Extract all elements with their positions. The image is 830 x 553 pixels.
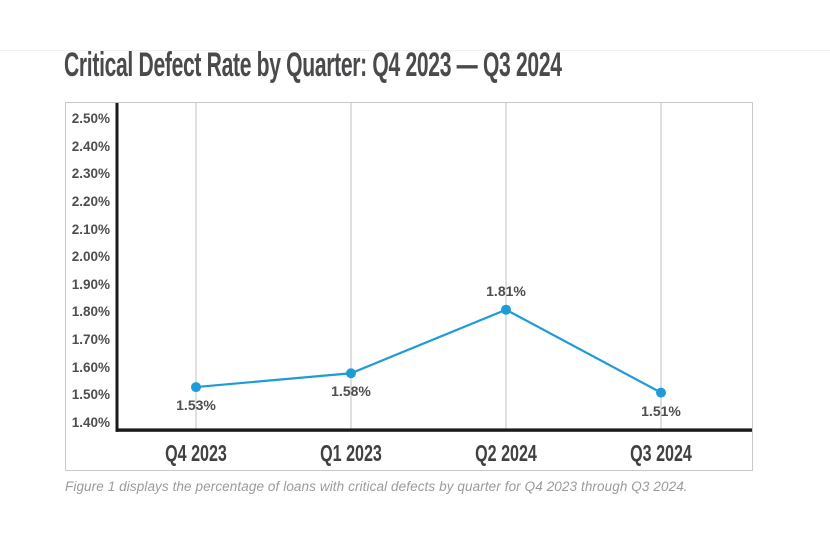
data-point-marker bbox=[501, 304, 511, 315]
data-point-label: 1.51% bbox=[641, 402, 681, 419]
y-tick-label: 1.40% bbox=[71, 415, 110, 430]
y-tick-label: 1.80% bbox=[71, 304, 110, 320]
data-point-marker bbox=[346, 368, 356, 379]
section-divider bbox=[0, 50, 830, 51]
y-tick-label: 2.30% bbox=[71, 166, 110, 182]
x-tick-label: Q2 2024 bbox=[475, 440, 537, 466]
data-point-label: 1.81% bbox=[486, 282, 526, 299]
y-tick-label: 1.60% bbox=[71, 359, 110, 375]
data-point-marker bbox=[191, 382, 201, 393]
y-tick-label: 2.40% bbox=[71, 138, 110, 154]
data-point-marker bbox=[656, 387, 666, 398]
y-tick-label: 2.50% bbox=[71, 111, 110, 126]
figure-caption: Figure 1 displays the percentage of loan… bbox=[65, 479, 688, 494]
line-chart-plot bbox=[115, 103, 752, 432]
x-tick-label: Q3 2024 bbox=[630, 440, 692, 466]
chart-title: Critical Defect Rate by Quarter: Q4 2023… bbox=[64, 46, 562, 84]
data-point-label: 1.58% bbox=[331, 383, 371, 400]
chart-container: 2.50% 2.40% 2.30% 2.20% 2.10% 2.00% 1.90% 1.80%… bbox=[65, 102, 753, 471]
y-axis-line bbox=[115, 103, 119, 432]
x-axis-line bbox=[115, 428, 752, 432]
x-tick-label: Q4 2023 bbox=[165, 440, 227, 466]
data-point-label: 1.53% bbox=[176, 397, 216, 414]
x-tick-label: Q1 2023 bbox=[320, 440, 382, 466]
y-tick-label: 1.50% bbox=[71, 387, 110, 403]
y-tick-label: 1.70% bbox=[71, 332, 110, 348]
y-tick-label: 1.90% bbox=[71, 276, 110, 292]
data-line bbox=[195, 308, 662, 394]
y-tick-label: 2.20% bbox=[71, 193, 110, 209]
y-tick-label: 2.10% bbox=[71, 221, 110, 237]
y-tick-label: 2.00% bbox=[71, 249, 110, 265]
